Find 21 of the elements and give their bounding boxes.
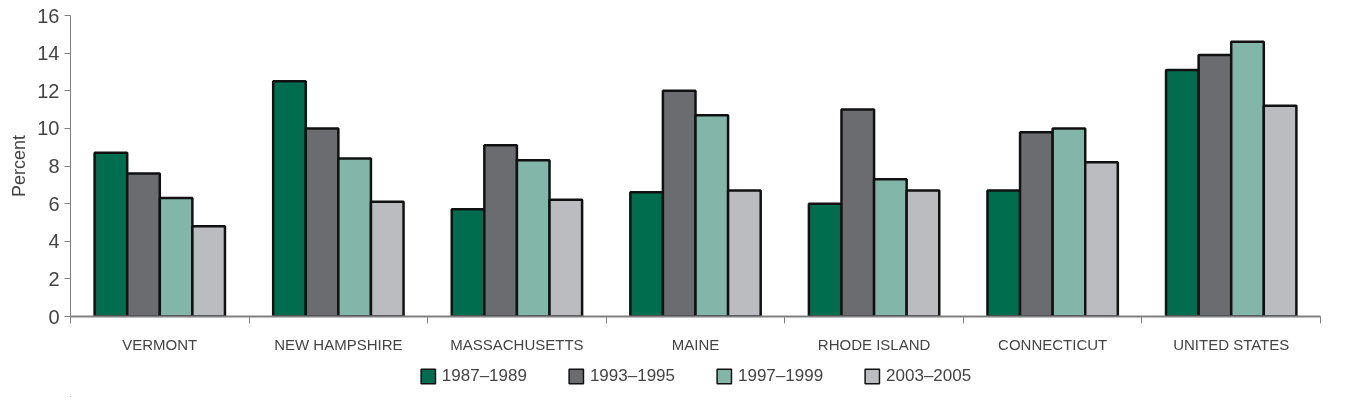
y-tick-label: 16 bbox=[37, 4, 60, 27]
y-axis-title: Percent bbox=[9, 134, 30, 198]
y-tick-label: 12 bbox=[37, 79, 60, 102]
y-tick-label: 8 bbox=[48, 155, 60, 177]
x-tick-label: UNITED STATES bbox=[1173, 335, 1290, 353]
x-tick-label: MAINE bbox=[671, 335, 720, 353]
y-tick-label: 2 bbox=[48, 267, 60, 290]
x-tick-label: MASSACHUSETTS bbox=[450, 335, 584, 353]
y-tick-label: 14 bbox=[37, 42, 60, 65]
y-tick-label: 10 bbox=[37, 117, 60, 140]
x-tick-label: NEW HAMPSHIRE bbox=[274, 335, 403, 353]
legend-label: 1987–1989 bbox=[441, 366, 527, 386]
x-tick-label: CONNECTICUT bbox=[998, 335, 1108, 353]
legend-label: 1997–1999 bbox=[738, 366, 824, 386]
x-tick-label: RHODE ISLAND bbox=[817, 335, 931, 353]
y-tick-label: 6 bbox=[48, 192, 60, 215]
y-tick-label: 4 bbox=[48, 230, 60, 253]
legend-label: 2003–2005 bbox=[886, 366, 972, 386]
legend-label: 1993–1995 bbox=[589, 366, 675, 386]
x-tick-label: VERMONT bbox=[122, 335, 198, 353]
y-tick-label: 0 bbox=[48, 305, 60, 328]
